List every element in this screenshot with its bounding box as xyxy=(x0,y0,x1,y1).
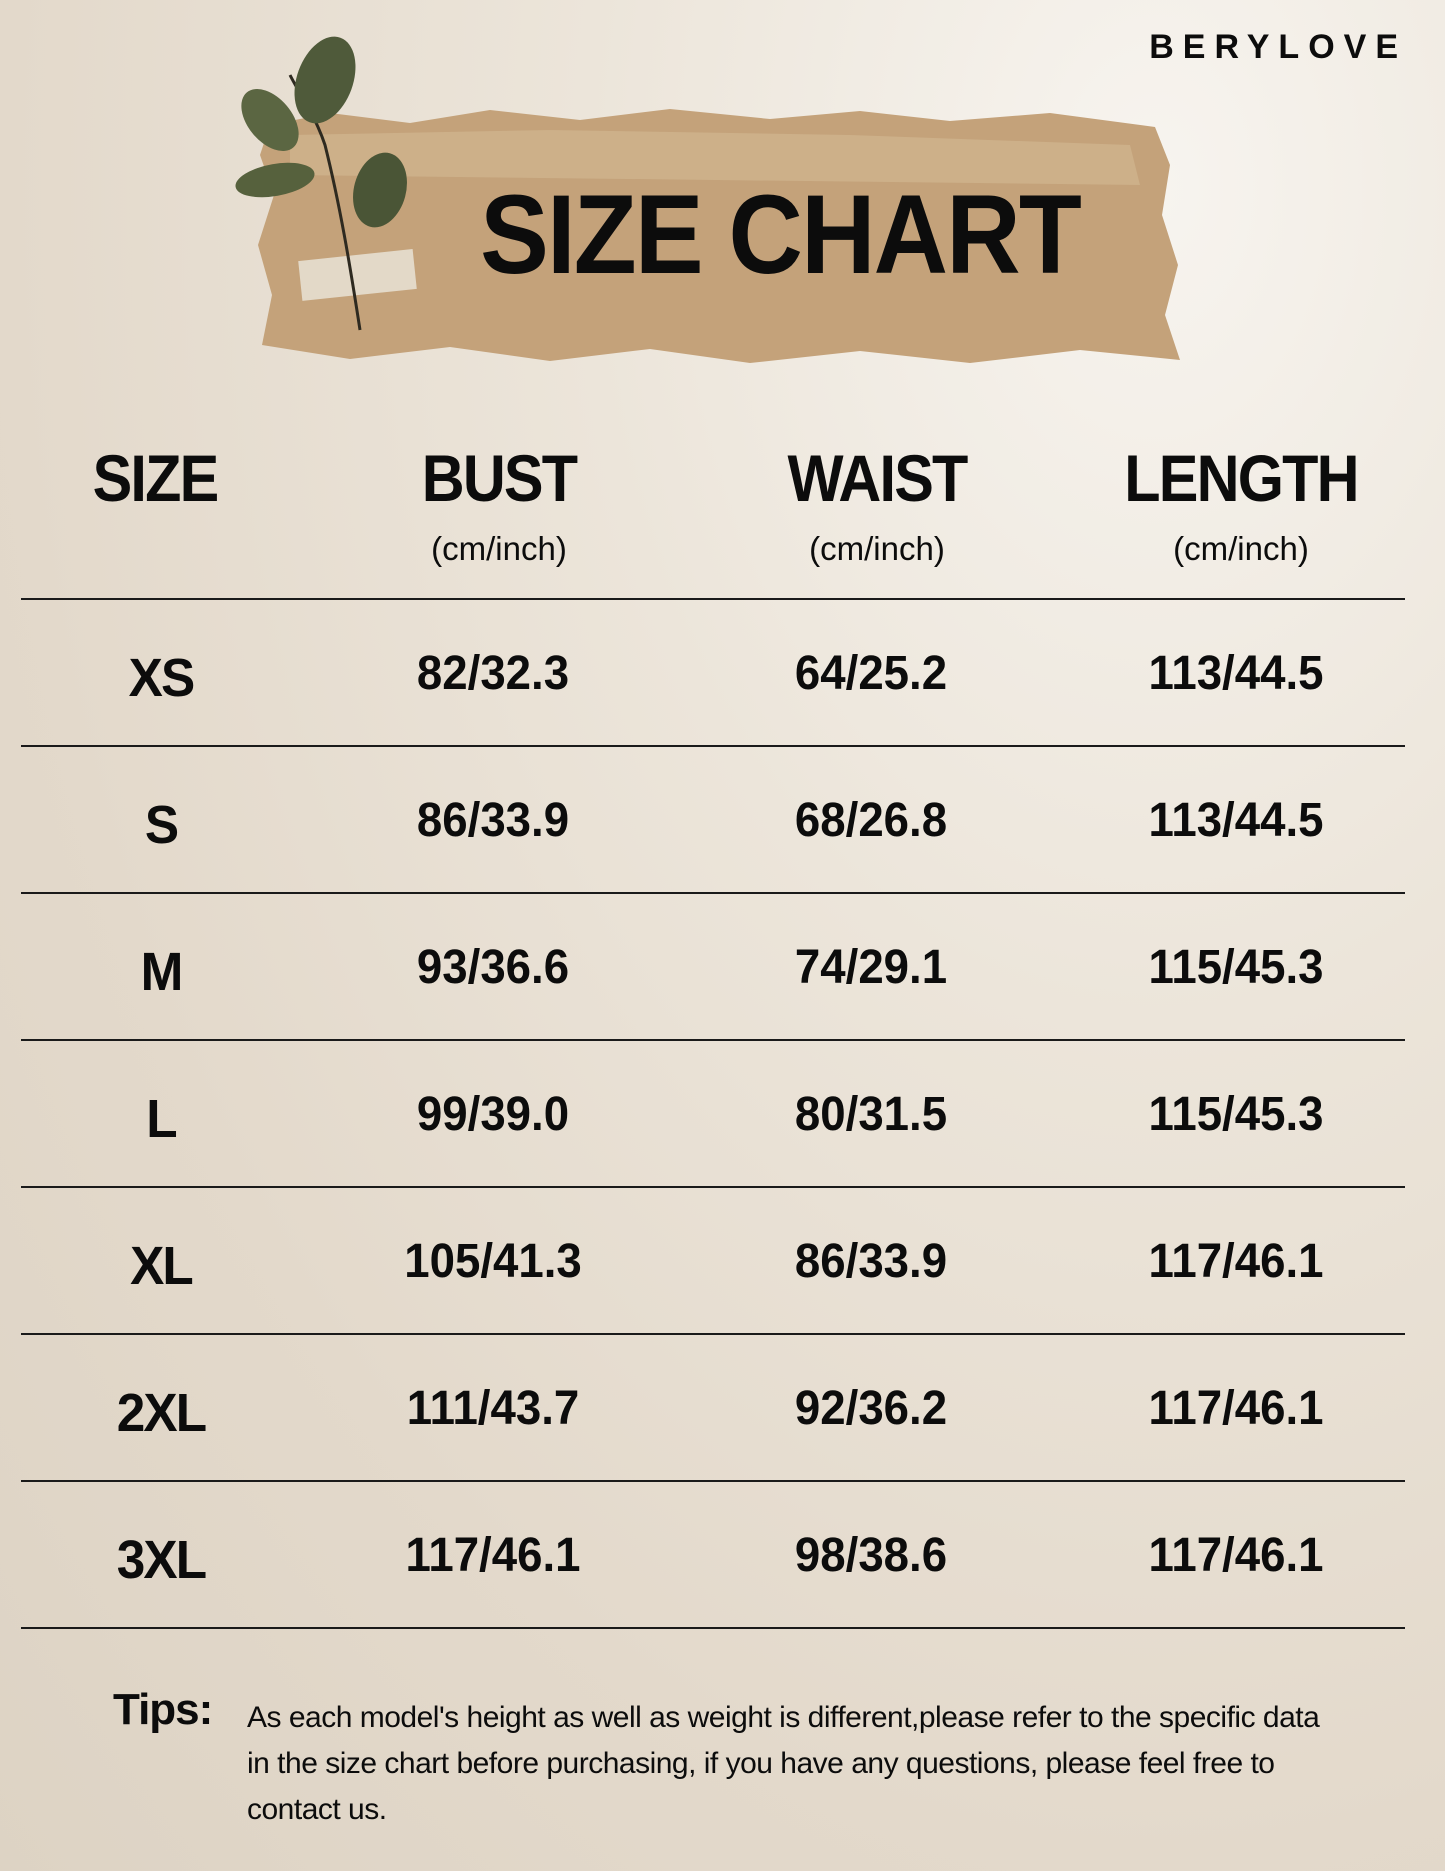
bust-cell: 86/33.9 xyxy=(416,793,570,847)
header-waist: WAIST (cm/inch) xyxy=(707,440,1047,568)
waist-cell: 98/38.6 xyxy=(794,1528,948,1582)
bust-cell: 105/41.3 xyxy=(404,1234,582,1288)
torn-paper-banner xyxy=(258,109,1180,363)
length-cell: 115/45.3 xyxy=(1148,1087,1324,1141)
table-row: 2XL 111/43.7 92/36.2 117/46.1 xyxy=(0,1335,1445,1481)
waist-cell: 64/25.2 xyxy=(794,646,948,700)
bust-cell: 93/36.6 xyxy=(416,940,570,994)
length-cell: 113/44.5 xyxy=(1148,793,1324,847)
bust-cell: 111/43.7 xyxy=(406,1381,580,1435)
eucalyptus-leaf-icon xyxy=(235,36,407,331)
page-title: SIZE CHART xyxy=(480,172,1082,297)
table-header: SIZE BUST (cm/inch) WAIST (cm/inch) LENG… xyxy=(0,440,1445,595)
size-cell: XS xyxy=(128,648,196,708)
table-divider xyxy=(21,1186,1405,1188)
header-label: WAIST xyxy=(787,441,968,515)
size-cell: M xyxy=(140,942,184,1002)
table-row: M 93/36.6 74/29.1 115/45.3 xyxy=(0,894,1445,1040)
table-row: XS 82/32.3 64/25.2 113/44.5 xyxy=(0,600,1445,746)
length-cell: 117/46.1 xyxy=(1148,1381,1324,1435)
bust-cell: 99/39.0 xyxy=(416,1087,570,1141)
header-bust: BUST (cm/inch) xyxy=(329,440,669,568)
table-divider xyxy=(21,745,1405,747)
size-cell: L xyxy=(146,1089,177,1149)
header-size: SIZE xyxy=(0,440,325,516)
waist-cell: 86/33.9 xyxy=(794,1234,948,1288)
table-divider xyxy=(21,1333,1405,1335)
table-divider xyxy=(21,1627,1405,1629)
length-cell: 115/45.3 xyxy=(1148,940,1324,994)
header-unit: (cm/inch) xyxy=(1173,530,1309,567)
waist-cell: 74/29.1 xyxy=(794,940,948,994)
header-label: BUST xyxy=(421,441,578,515)
header-unit: (cm/inch) xyxy=(431,530,567,567)
length-cell: 113/44.5 xyxy=(1148,646,1324,700)
tips-text: As each model's height as well as weight… xyxy=(247,1701,1320,1826)
size-cell: 3XL xyxy=(116,1530,207,1590)
header-label: LENGTH xyxy=(1124,441,1359,515)
header-unit: (cm/inch) xyxy=(809,530,945,567)
size-cell: S xyxy=(144,795,179,855)
table-divider xyxy=(21,1039,1405,1041)
table-divider xyxy=(21,892,1405,894)
length-cell: 117/46.1 xyxy=(1148,1528,1324,1582)
table-row: S 86/33.9 68/26.8 113/44.5 xyxy=(0,747,1445,893)
waist-cell: 80/31.5 xyxy=(794,1087,948,1141)
brand-logo: BERYLOVE xyxy=(1149,28,1407,66)
bust-cell: 117/46.1 xyxy=(405,1528,581,1582)
waist-cell: 92/36.2 xyxy=(794,1381,948,1435)
length-cell: 117/46.1 xyxy=(1148,1234,1324,1288)
table-divider xyxy=(21,598,1405,600)
header-length: LENGTH (cm/inch) xyxy=(1071,440,1411,568)
size-cell: XL xyxy=(130,1236,194,1296)
table-divider xyxy=(21,1480,1405,1482)
table-row: XL 105/41.3 86/33.9 117/46.1 xyxy=(0,1188,1445,1334)
tips-label: Tips: xyxy=(113,1685,213,1734)
bust-cell: 82/32.3 xyxy=(416,646,570,700)
header-label: SIZE xyxy=(92,441,220,515)
size-cell: 2XL xyxy=(116,1383,207,1443)
waist-cell: 68/26.8 xyxy=(794,793,948,847)
table-row: L 99/39.0 80/31.5 115/45.3 xyxy=(0,1041,1445,1187)
table-row: 3XL 117/46.1 98/38.6 117/46.1 xyxy=(0,1482,1445,1628)
